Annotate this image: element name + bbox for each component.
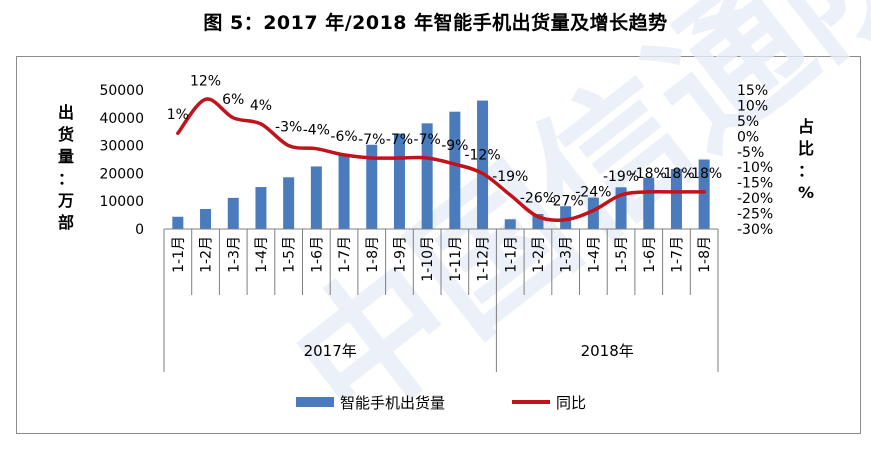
yoy-data-label-14: -27% (548, 194, 584, 210)
left-axis-tick-4: 40000 (99, 111, 144, 127)
category-label-8: 1-9月 (392, 236, 408, 273)
right-axis-title-char: ： (798, 161, 814, 180)
right-axis-title-char: % (798, 183, 814, 202)
bar-3 (255, 187, 267, 229)
category-label-16: 1-5月 (614, 236, 630, 273)
bar-7 (366, 144, 378, 229)
category-label-13: 1-2月 (531, 236, 547, 273)
left-axis-title-char: ： (58, 169, 74, 188)
right-axis-tick-0: 15% (737, 83, 768, 99)
right-axis-tick-1: 10% (737, 98, 768, 114)
bar-17 (643, 177, 655, 229)
bar-4 (283, 177, 295, 229)
right-axis-title-char: 占 (798, 117, 814, 136)
yoy-data-label-1: 12% (190, 73, 221, 89)
yoy-data-label-5: -4% (303, 123, 330, 139)
yoy-data-label-16: -19% (603, 169, 639, 185)
bar-12 (504, 219, 516, 229)
bar-14 (560, 206, 572, 229)
bar-10 (449, 111, 461, 229)
left-axis-title-char: 量 (58, 147, 74, 166)
right-axis-tick-4: -5% (737, 145, 764, 161)
yoy-data-label-19: -18% (686, 166, 722, 182)
category-label-1: 1-2月 (199, 236, 215, 273)
yoy-data-label-9: -7% (414, 132, 441, 148)
yoy-data-label-3: 4% (250, 98, 272, 114)
category-label-2: 1-3月 (226, 236, 242, 273)
category-label-15: 1-4月 (586, 236, 602, 273)
category-label-0: 1-1月 (171, 236, 187, 273)
left-axis-tick-0: 0 (135, 222, 144, 238)
left-axis-title-char: 货 (58, 125, 74, 144)
category-label-17: 1-6月 (642, 236, 658, 273)
bar-6 (338, 155, 350, 229)
left-axis-tick-1: 10000 (99, 194, 144, 210)
yoy-line (176, 97, 706, 223)
group-label-0: 2017年 (304, 342, 357, 360)
right-axis-title-char: 比 (798, 139, 814, 158)
yoy-data-label-15: -24% (575, 184, 611, 200)
legend-bar-label: 智能手机出货量 (340, 394, 445, 412)
bar-16 (615, 187, 627, 229)
bar-0 (172, 216, 184, 229)
yoy-data-label-11: -12% (464, 147, 500, 163)
bar-9 (421, 123, 433, 229)
yoy-data-label-8: -7% (386, 132, 413, 148)
right-axis-tick-7: -20% (737, 191, 773, 207)
left-axis-title-char: 部 (58, 213, 74, 232)
category-label-9: 1-10月 (420, 236, 436, 282)
left-axis-title-char: 出 (58, 103, 74, 122)
right-axis-tick-2: 5% (737, 114, 759, 130)
bar-5 (310, 166, 322, 229)
bar-15 (587, 197, 599, 229)
left-axis-tick-3: 30000 (99, 139, 144, 155)
yoy-data-label-13: -26% (520, 191, 556, 207)
bar-8 (393, 133, 405, 229)
category-label-14: 1-3月 (559, 236, 575, 273)
yoy-data-label-4: -3% (275, 120, 302, 136)
right-axis-tick-3: 0% (737, 129, 759, 145)
bar-19 (698, 159, 710, 229)
category-label-12: 1-1月 (503, 236, 519, 273)
category-label-7: 1-8月 (365, 236, 381, 273)
right-axis-tick-9: -30% (737, 222, 773, 238)
category-label-5: 1-6月 (309, 236, 325, 273)
yoy-data-label-7: -7% (358, 132, 385, 148)
category-label-10: 1-11月 (448, 236, 464, 282)
yoy-data-label-6: -6% (330, 129, 357, 145)
bar-11 (477, 100, 489, 230)
right-axis-tick-5: -10% (737, 160, 773, 176)
chart-title: 图 5：2017 年/2018 年智能手机出货量及增长趋势 (203, 12, 668, 34)
left-axis-tick-2: 20000 (99, 166, 144, 182)
yoy-data-label-10: -9% (441, 138, 468, 154)
right-axis-tick-8: -25% (737, 207, 773, 223)
legend-line-label: 同比 (556, 394, 586, 412)
chart-frame (16, 56, 861, 434)
bar-1 (200, 208, 212, 229)
bar-13 (532, 213, 544, 229)
category-label-18: 1-7月 (669, 236, 685, 273)
yoy-data-label-2: 6% (222, 92, 244, 108)
category-label-11: 1-12月 (476, 236, 492, 282)
yoy-data-label-12: -19% (492, 169, 528, 185)
yoy-data-label-0: 1% (167, 107, 189, 123)
category-label-19: 1-8月 (697, 236, 713, 273)
group-label-1: 2018年 (581, 342, 634, 360)
yoy-data-label-17: -18% (631, 166, 667, 182)
category-label-4: 1-5月 (282, 236, 298, 273)
yoy-data-label-18: -18% (658, 166, 694, 182)
left-axis-tick-5: 50000 (99, 83, 144, 99)
bar-18 (670, 168, 682, 229)
bar-2 (227, 197, 239, 229)
category-label-3: 1-4月 (254, 236, 270, 273)
right-axis-tick-6: -15% (737, 176, 773, 192)
legend-bar-swatch (296, 397, 334, 407)
category-label-6: 1-7月 (337, 236, 353, 273)
left-axis-title-char: 万 (57, 191, 74, 210)
